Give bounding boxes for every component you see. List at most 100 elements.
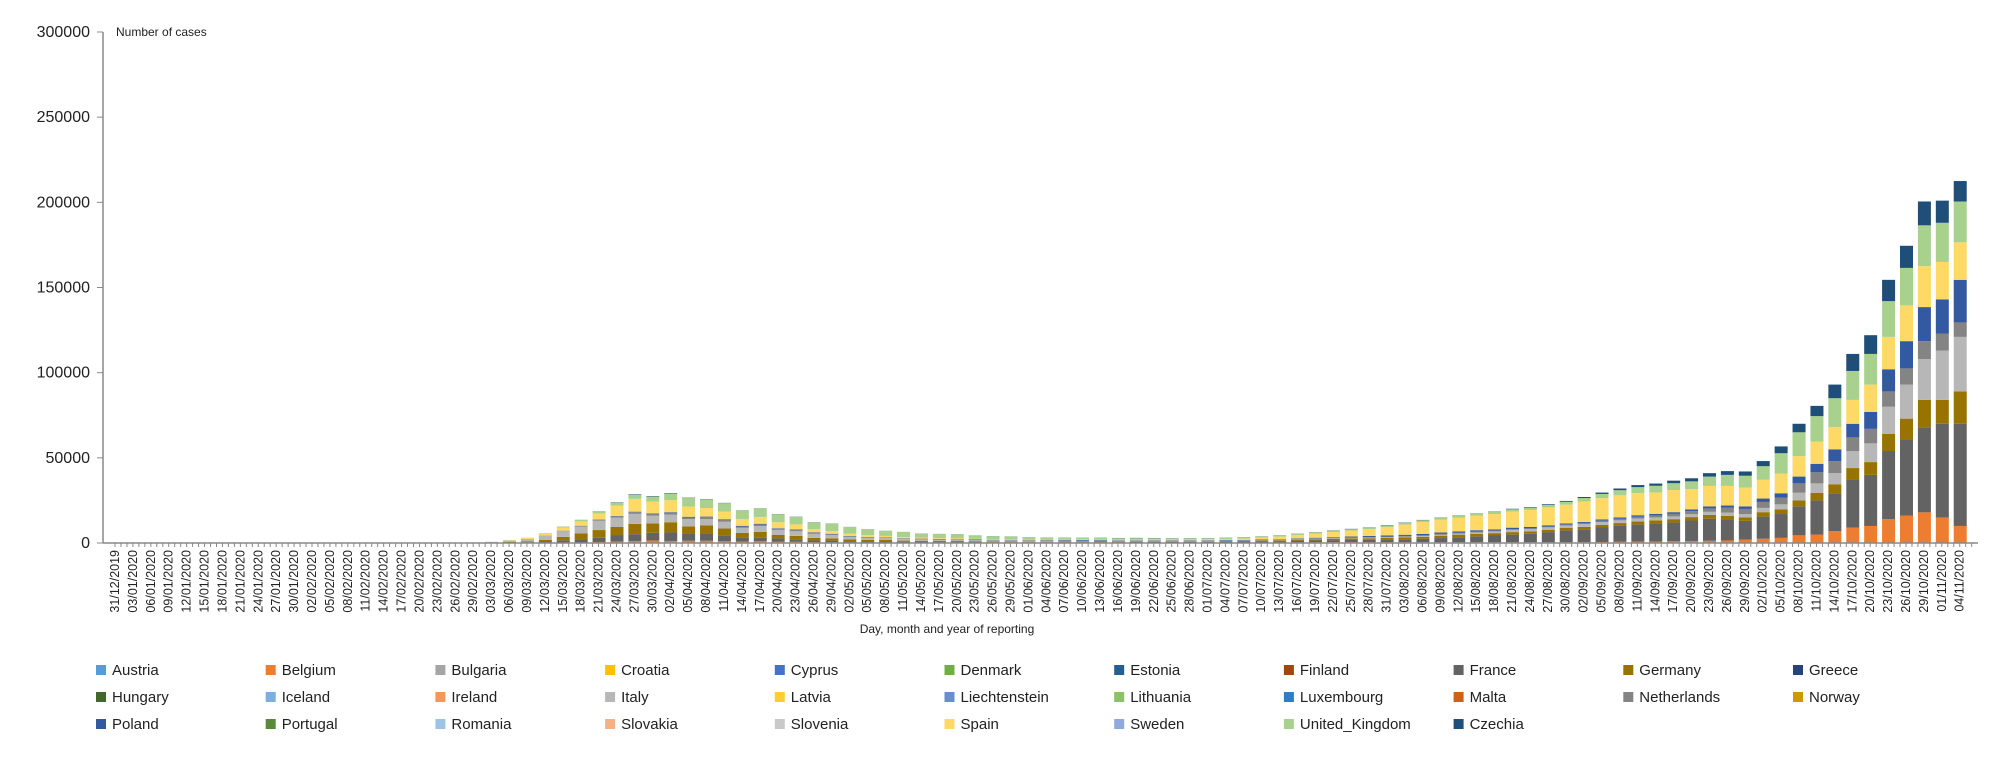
bar-segment-united_kingdom xyxy=(1345,529,1358,530)
bar-segment-germany xyxy=(575,533,588,539)
bar-segment-united_kingdom xyxy=(1721,475,1734,486)
bar-segment-germany xyxy=(1542,530,1555,532)
bar-segment-czechia xyxy=(1882,280,1895,301)
legend-label: Slovenia xyxy=(791,716,849,733)
x-tick-label: 24/01/2020 xyxy=(251,550,265,613)
bar-segment-netherlands xyxy=(1864,429,1877,443)
bar-segment-united_kingdom xyxy=(1327,531,1340,532)
bar-segment-poland xyxy=(1775,493,1788,497)
bar-segment-netherlands xyxy=(1631,517,1644,519)
bar-segment-netherlands xyxy=(1685,511,1698,514)
bar-segment-united_kingdom xyxy=(718,503,731,512)
bar-segment-germany xyxy=(610,527,623,536)
bar-segment-italy xyxy=(1703,512,1716,515)
bar-segment-france xyxy=(575,539,588,542)
x-tick-label: 14/05/2020 xyxy=(914,550,928,613)
bar-segment-italy xyxy=(700,519,713,525)
x-tick-label: 31/12/2019 xyxy=(108,550,122,613)
bar-segment-spain xyxy=(1112,540,1125,541)
x-tick-label: 24/03/2020 xyxy=(609,550,623,613)
legend-label: Netherlands xyxy=(1639,689,1720,706)
bar-segment-france xyxy=(610,536,623,542)
bar-segment-united_kingdom xyxy=(1936,223,1949,262)
bar-segment-germany xyxy=(539,540,552,542)
bar-segment-czechia xyxy=(1524,507,1537,508)
bar-segment-poland xyxy=(1882,369,1895,391)
bar-segment-poland xyxy=(700,517,713,518)
legend-label: Cyprus xyxy=(791,662,839,679)
bar-segment-poland xyxy=(1345,537,1358,538)
bar-segment-germany xyxy=(1255,541,1268,542)
bar-segment-spain xyxy=(1542,507,1555,525)
bar-segment-netherlands xyxy=(664,513,677,515)
bar-segment-united_kingdom xyxy=(1112,538,1125,540)
bar-segment-spain xyxy=(1613,495,1626,517)
bar-segment-spain xyxy=(1524,510,1537,527)
bar-segment-germany xyxy=(1613,523,1626,526)
bar-segment-united_kingdom xyxy=(1578,498,1591,501)
bars xyxy=(449,181,1966,543)
bar-segment-germany xyxy=(1918,400,1931,427)
legend-swatch xyxy=(266,692,276,702)
bar-segment-france xyxy=(1381,540,1394,543)
x-tick-label: 02/04/2020 xyxy=(663,550,677,613)
bar-segment-netherlands xyxy=(1775,498,1788,505)
bar-segment-italy xyxy=(1882,407,1895,434)
bar-segment-spain xyxy=(951,538,964,539)
bar-segment-germany xyxy=(1828,484,1841,493)
bar-segment-spain xyxy=(1488,514,1501,529)
bar-segment-czechia xyxy=(1560,501,1573,502)
legend-item-romania: Romania xyxy=(435,716,512,733)
x-tick-label: 09/01/2020 xyxy=(162,550,176,613)
x-axis-title: Day, month and year of reporting xyxy=(860,622,1035,636)
legend-swatch xyxy=(775,719,785,729)
bar-segment-poland xyxy=(1130,540,1143,541)
bar-segment-italy xyxy=(843,537,856,540)
legend-swatch xyxy=(1454,719,1464,729)
x-tick-label: 29/04/2020 xyxy=(824,550,838,613)
legend-label: Luxembourg xyxy=(1300,689,1383,706)
y-tick-label: 150000 xyxy=(37,280,90,297)
bar-segment-spain xyxy=(1237,539,1250,540)
bar-segment-italy xyxy=(754,526,767,532)
x-tick-label: 04/07/2020 xyxy=(1218,550,1232,613)
bar-segment-france xyxy=(646,533,659,541)
bar-segment-spain xyxy=(1828,427,1841,449)
x-tick-label: 20/10/2020 xyxy=(1863,550,1877,613)
bar-segment-italy xyxy=(1685,514,1698,517)
legend-swatch xyxy=(1114,719,1124,729)
bar-segment-france xyxy=(1434,538,1447,542)
bar-segment-spain xyxy=(1900,305,1913,341)
bar-segment-united_kingdom xyxy=(1273,535,1286,536)
bar-segment-united_kingdom xyxy=(628,495,641,499)
bar-segment-spain xyxy=(736,519,749,526)
x-tick-label: 23/05/2020 xyxy=(968,550,982,613)
x-tick-label: 13/07/2020 xyxy=(1272,550,1286,613)
bar-segment-spain xyxy=(1936,262,1949,299)
bar-segment-italy xyxy=(575,527,588,534)
bar-segment-czechia xyxy=(1954,181,1967,201)
bar-segment-poland xyxy=(1631,515,1644,517)
bar-segment-czechia xyxy=(1900,246,1913,268)
x-tick-label: 17/09/2020 xyxy=(1666,550,1680,613)
legend-item-hungary: Hungary xyxy=(96,689,169,706)
bar-segment-united_kingdom xyxy=(1703,477,1716,486)
bar-segment-poland xyxy=(1954,280,1967,323)
bar-segment-spain xyxy=(1166,540,1179,541)
bar-segment-netherlands xyxy=(1739,509,1752,514)
legend-swatch xyxy=(435,665,445,675)
bar-segment-italy xyxy=(646,516,659,524)
bar-segment-spain xyxy=(700,508,713,517)
legend-label: Malta xyxy=(1470,689,1507,706)
legend-label: United_Kingdom xyxy=(1300,716,1411,733)
bar-segment-italy xyxy=(1757,508,1770,512)
legend-label: Finland xyxy=(1300,662,1349,679)
bar-segment-poland xyxy=(1703,506,1716,508)
bar-segment-czechia xyxy=(1918,201,1931,225)
bar-segment-netherlands xyxy=(557,531,570,532)
bar-segment-france xyxy=(1363,540,1376,542)
x-tick-label: 26/04/2020 xyxy=(806,550,820,613)
bar-segment-netherlands xyxy=(1721,508,1734,513)
bar-segment-united_kingdom xyxy=(1667,483,1680,490)
